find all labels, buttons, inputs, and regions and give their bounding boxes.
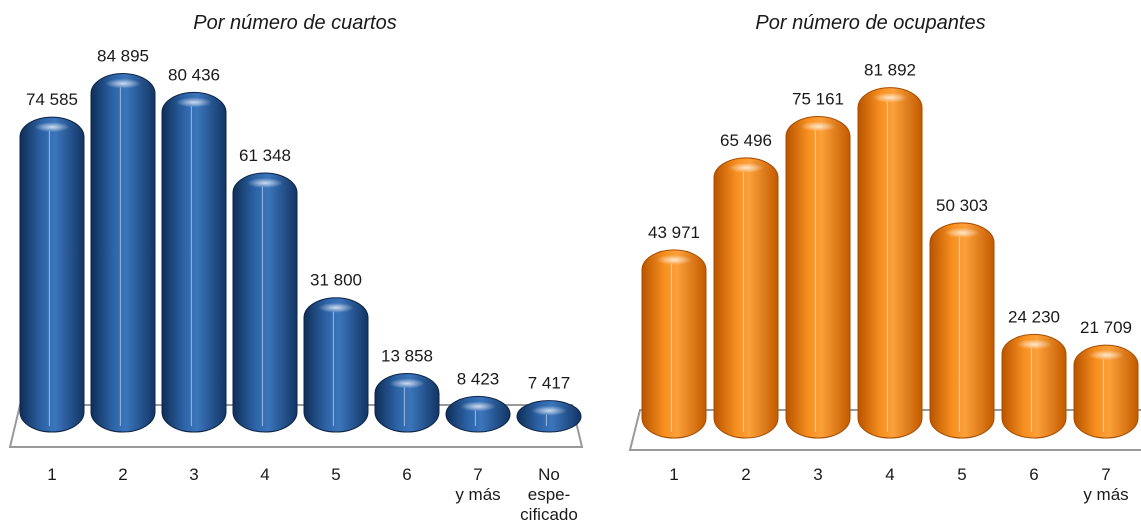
bar	[19, 116, 85, 433]
bar-highlight	[105, 78, 141, 89]
bar	[161, 91, 227, 433]
tick-label: No espe-cificado	[520, 465, 578, 524]
chart-por-ocupantes: Por número de ocupantes 43 971 1 65 496 2 75…	[600, 0, 1141, 531]
bar-1	[641, 249, 707, 439]
bar-7	[445, 395, 511, 433]
bar-highlight	[318, 302, 354, 313]
tick-label: 6	[402, 465, 411, 484]
bar-4	[232, 172, 298, 433]
bar-highlight	[800, 121, 836, 132]
bar	[1073, 344, 1139, 439]
tick-label: 3	[813, 465, 822, 484]
bar-highlight	[389, 378, 425, 389]
tick-label: 4	[885, 465, 894, 484]
bar	[785, 115, 851, 439]
bar-highlight	[176, 97, 212, 108]
tick-label: 5	[331, 465, 340, 484]
tick-label: 3	[189, 465, 198, 484]
bar-highlight	[872, 92, 908, 103]
bar-highlight	[247, 177, 283, 188]
chart-occupants-svg: 43 971 1 65 496 2 75 161 3 81 892 4 50 303 5 24 23…	[628, 61, 1141, 504]
bar-3	[785, 115, 851, 439]
data-label: 31 800	[310, 271, 362, 290]
bar	[303, 297, 369, 433]
chart-title: Por número de cuartos	[193, 12, 397, 34]
data-label: 65 496	[720, 131, 772, 150]
data-label: 7 417	[528, 374, 571, 393]
bar	[516, 400, 582, 433]
bar-highlight	[656, 254, 692, 265]
bar	[374, 372, 440, 433]
bar-7	[1073, 344, 1139, 439]
chart-rooms-svg: 74 585 1 84 895 2 80 436 3 61 348 4 31 800 5 13 85…	[8, 47, 584, 524]
data-label: 80 436	[168, 65, 220, 84]
data-label: 43 971	[648, 223, 700, 242]
bar-2	[90, 73, 156, 433]
tick-label: 6	[1029, 465, 1038, 484]
data-label: 13 858	[381, 346, 433, 365]
data-label: 24 230	[1008, 307, 1060, 326]
bar-5	[929, 222, 995, 439]
bar-4	[857, 87, 923, 439]
bar	[90, 73, 156, 433]
bar-highlight	[1088, 350, 1124, 361]
bar-6	[1001, 333, 1067, 439]
bar	[1001, 333, 1067, 439]
bar	[929, 222, 995, 439]
bar-highlight	[1016, 339, 1052, 350]
tick-label: 1	[47, 465, 56, 484]
data-label: 8 423	[457, 369, 500, 388]
bar-1	[19, 116, 85, 433]
bar-highlight	[34, 122, 70, 133]
tick-label: 1	[669, 465, 678, 484]
bar-highlight	[531, 405, 567, 416]
bar	[713, 157, 779, 439]
bar	[641, 249, 707, 439]
data-label: 75 161	[792, 89, 844, 108]
tick-label: 2	[741, 465, 750, 484]
data-label: 81 892	[864, 61, 916, 80]
data-label: 50 303	[936, 196, 988, 215]
bar	[857, 87, 923, 439]
data-label: 74 585	[26, 90, 78, 109]
bar-3	[161, 91, 227, 433]
bar-highlight	[944, 227, 980, 238]
bar-6	[374, 372, 440, 433]
bar-8	[516, 400, 582, 433]
bar-2	[713, 157, 779, 439]
data-label: 21 709	[1080, 318, 1132, 337]
bar-highlight	[728, 162, 764, 173]
bar-highlight	[460, 401, 496, 412]
tick-label: 5	[957, 465, 966, 484]
bar	[232, 172, 298, 433]
data-label: 84 895	[97, 47, 149, 66]
bar-5	[303, 297, 369, 433]
tick-label: 2	[118, 465, 127, 484]
tick-label: 4	[260, 465, 269, 484]
chart-por-cuartos: Por número de cuartos 74 585 1 84 895 2 80 4…	[8, 12, 584, 524]
data-label: 61 348	[239, 146, 291, 165]
chart-title: Por número de ocupantes	[755, 12, 986, 34]
